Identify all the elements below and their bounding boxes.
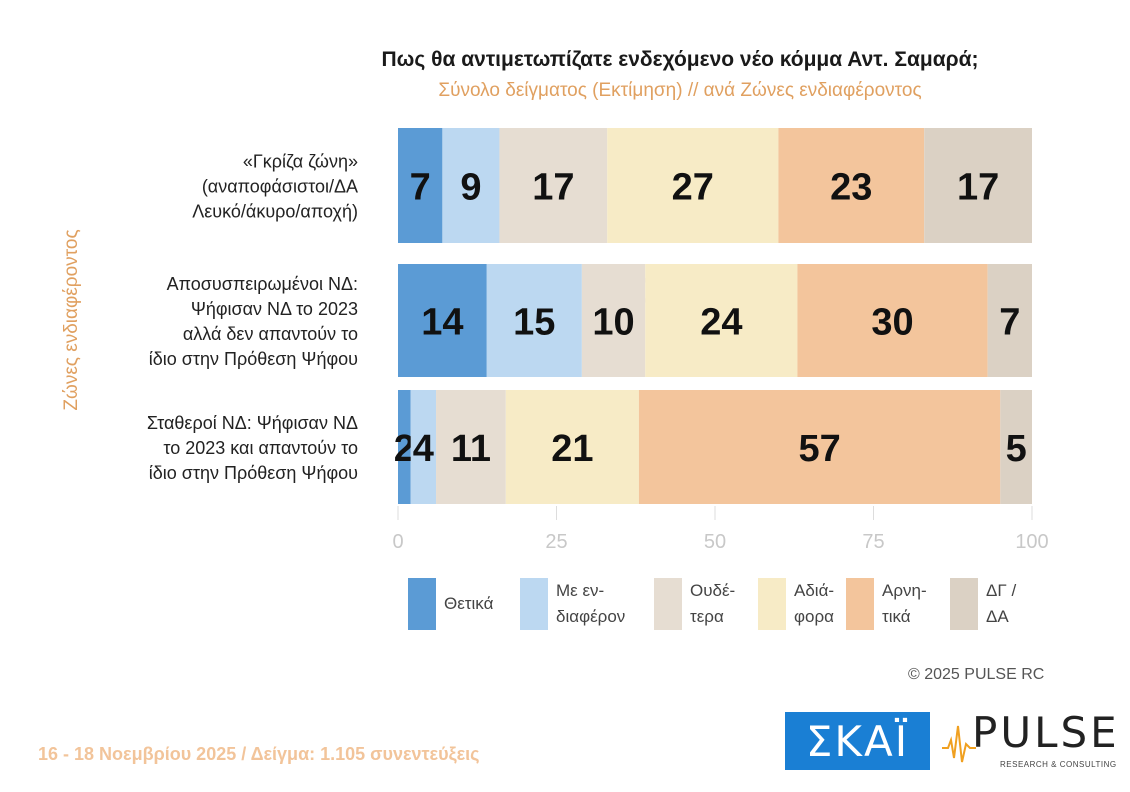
bar-segment xyxy=(607,128,779,243)
legend-swatch xyxy=(846,578,874,630)
pulse-logo-text: PULSE xyxy=(972,708,1120,757)
bar-segment xyxy=(499,128,608,243)
skai-logo-text: ΣΚΑΪ xyxy=(805,716,910,766)
bar-value-label: 15 xyxy=(513,302,555,344)
legend-item: Αρνη- τικά xyxy=(846,578,927,630)
stacked-bar-chart: PULSE7917272317«Γκρίζα ζώνη»(αναποφάσιστ… xyxy=(147,128,1049,553)
bar-segment xyxy=(645,264,798,377)
legend-label: ΔΓ / ΔΑ xyxy=(986,581,1017,626)
bar-value-label: 2 xyxy=(394,428,415,470)
bar-segment xyxy=(987,264,1032,377)
pulse-wave-icon xyxy=(942,725,976,763)
legend-swatch xyxy=(408,578,436,630)
bar-segment xyxy=(778,128,925,243)
bar-segment xyxy=(581,264,646,377)
bar-value-label: 57 xyxy=(798,428,840,470)
bar-segment xyxy=(398,390,411,504)
legend-item: Θετικά xyxy=(408,578,493,630)
legend-swatch xyxy=(758,578,786,630)
x-tick-label: 100 xyxy=(1015,531,1048,553)
bar-value-label: 7 xyxy=(410,167,431,209)
category-label: Σταθεροί ΝΔ: Ψήφισαν ΝΔ το 2023 και απαντ… xyxy=(147,413,358,483)
bar-value-label: 4 xyxy=(413,428,434,470)
legend-label: Αρνη- τικά xyxy=(882,581,927,626)
bar-segment xyxy=(486,264,582,377)
legend-label: Αδιά- φορα xyxy=(794,581,835,626)
chart-title: Πως θα αντιμετωπίζατε ενδεχόμενο νέο κόμ… xyxy=(381,48,979,71)
bar-segment xyxy=(442,128,500,243)
legend-item: Με εν- διαφέρον xyxy=(520,578,625,630)
pulse-logo-subtext: RESEARCH & CONSULTING xyxy=(1000,760,1117,769)
bar-value-label: 30 xyxy=(871,302,913,344)
bar-value-label: 17 xyxy=(957,167,999,209)
bar-value-label: 23 xyxy=(830,167,872,209)
legend-swatch xyxy=(654,578,682,630)
bar-segment xyxy=(1000,390,1032,504)
bar-value-label: 9 xyxy=(460,167,481,209)
bar-value-label: 5 xyxy=(1006,428,1027,470)
bar-segment xyxy=(924,128,1032,243)
bar-segment xyxy=(505,390,639,504)
bar-segment xyxy=(410,390,437,504)
bar-value-label: 7 xyxy=(999,302,1020,344)
bar-value-label: 10 xyxy=(592,302,634,344)
copyright-note: © 2025 PULSE RC xyxy=(908,666,1045,683)
legend-label: Ουδέ- τερα xyxy=(690,581,736,626)
legend-item: ΔΓ / ΔΑ xyxy=(950,578,1016,630)
x-tick-label: 25 xyxy=(545,531,567,553)
category-label: Αποσυσπειρωμένοι ΝΔ: Ψήφισαν ΝΔ το 2023 αλ… xyxy=(149,274,358,369)
bar-segment xyxy=(398,128,443,243)
bar-value-label: 24 xyxy=(700,302,742,344)
legend-swatch xyxy=(520,578,548,630)
bar-value-label: 14 xyxy=(421,302,463,344)
pulse-logo: PULSE RESEARCH & CONSULTING xyxy=(942,708,1117,776)
bar-segment xyxy=(436,390,506,504)
bar-value-label: 11 xyxy=(451,428,491,470)
survey-footer: 16 - 18 Νοεμβρίου 2025 / Δείγμα: 1.105 σ… xyxy=(38,744,480,764)
chart-subtitle: Σύνολο δείγματος (Εκτίμηση) // ανά Ζώνες… xyxy=(438,80,922,101)
legend-item: Ουδέ- τερα xyxy=(654,578,735,630)
x-tick-label: 75 xyxy=(862,531,884,553)
bar-segment xyxy=(398,264,487,377)
category-label: «Γκρίζα ζώνη» (αναποφάσιστοι/ΔΑ Λευκό/άκυρ… xyxy=(192,152,358,222)
bar-value-label: 27 xyxy=(672,167,714,209)
bar-segment xyxy=(638,390,1001,504)
x-tick-label: 0 xyxy=(392,531,403,553)
legend-item: Αδιά- φορα xyxy=(758,578,834,630)
bar-value-label: 21 xyxy=(551,428,593,470)
bar-segment xyxy=(797,264,988,377)
x-tick-label: 50 xyxy=(704,531,726,553)
legend-swatch xyxy=(950,578,978,630)
bar-value-label: 17 xyxy=(532,167,574,209)
legend-label: Θετικά xyxy=(444,594,494,613)
legend-label: Με εν- διαφέρον xyxy=(556,581,626,626)
skai-logo: ΣΚΑΪ xyxy=(785,712,930,770)
chart-legend: Θετικά Με εν- διαφέρον Ουδέ- τερα Αδιά- φορ… xyxy=(408,578,1048,638)
